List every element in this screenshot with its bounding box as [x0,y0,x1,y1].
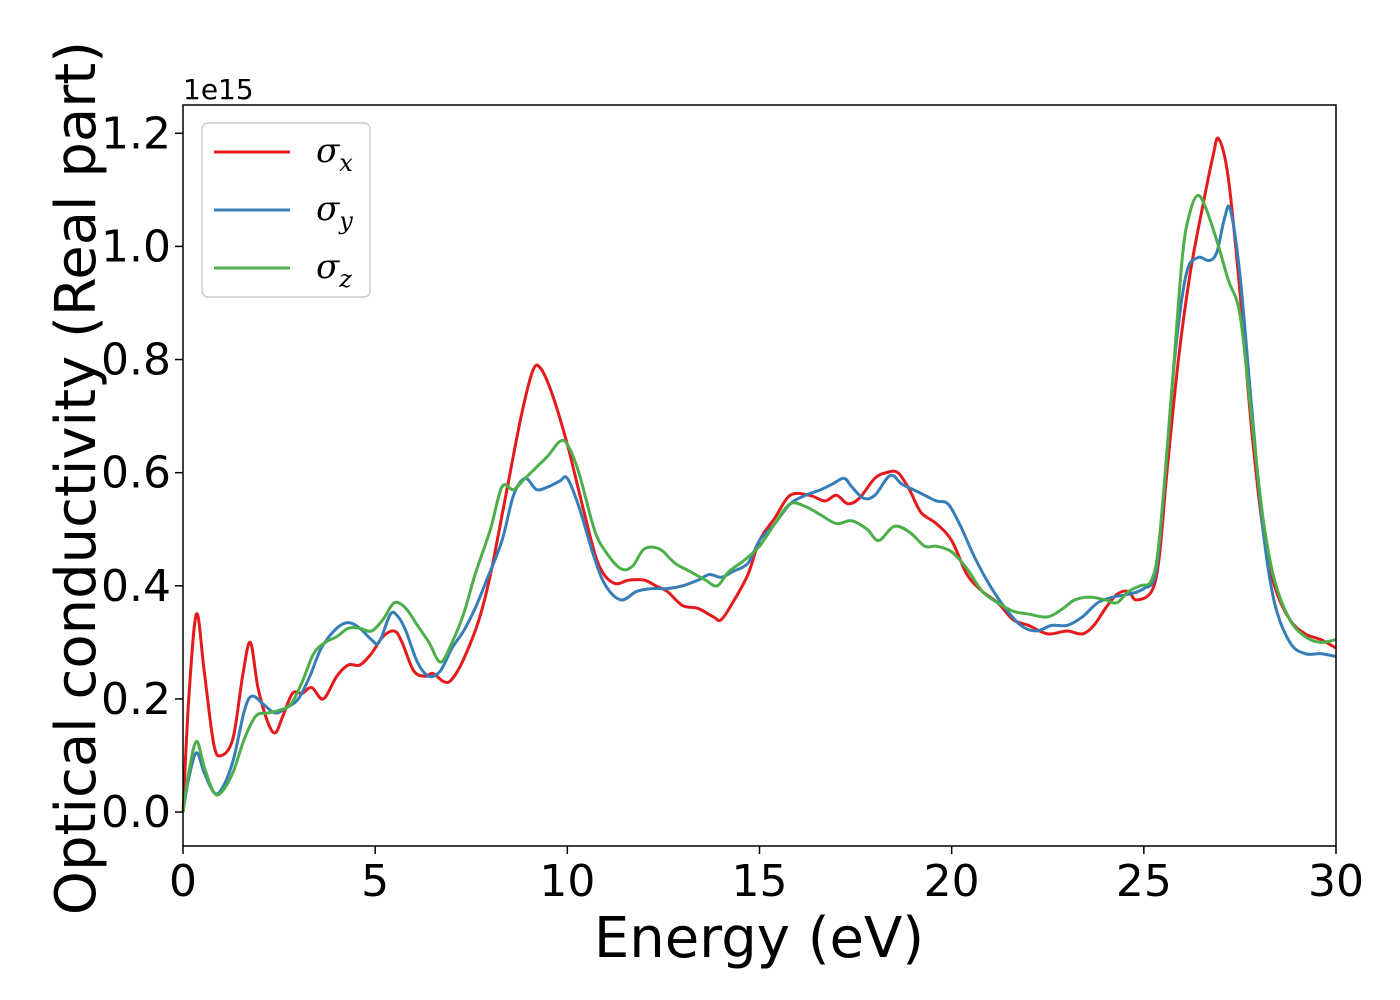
y-tick-label: 1.2 [101,108,171,159]
y-tick-label: 0.8 [101,335,171,386]
y-tick-label: 0.6 [101,448,171,499]
x-axis-label: Energy (eV) [594,906,924,971]
y-axis-ticks: 0.0 0.2 0.4 0.6 0.8 1.0 1.2 [101,108,183,838]
x-tick-label: 5 [361,856,389,907]
x-tick-label: 0 [169,856,197,907]
series-line-sigma-z [181,193,1337,813]
x-tick-label: 10 [539,856,595,907]
y-axis-label: Optical conductivity (Real part) [44,41,109,915]
y-tick-label: 0.4 [101,561,171,612]
x-tick-label: 25 [1116,856,1172,907]
y-offset-label: 1e15 [183,73,254,106]
y-tick-label: 0.0 [101,787,171,838]
legend: σx σy σz [201,122,371,298]
x-tick-label: 15 [732,856,788,907]
series-layer [181,136,1337,813]
legend-label-sigma-z: σz [316,247,352,293]
y-tick-label: 1.0 [101,221,171,272]
legend-label-sigma-x: σx [316,131,353,177]
x-tick-label: 20 [924,856,980,907]
x-axis-ticks: 0 5 10 15 20 25 30 [169,846,1364,907]
x-tick-label: 30 [1308,856,1364,907]
y-tick-label: 0.2 [101,674,171,725]
legend-label-sigma-y: σy [316,189,353,235]
